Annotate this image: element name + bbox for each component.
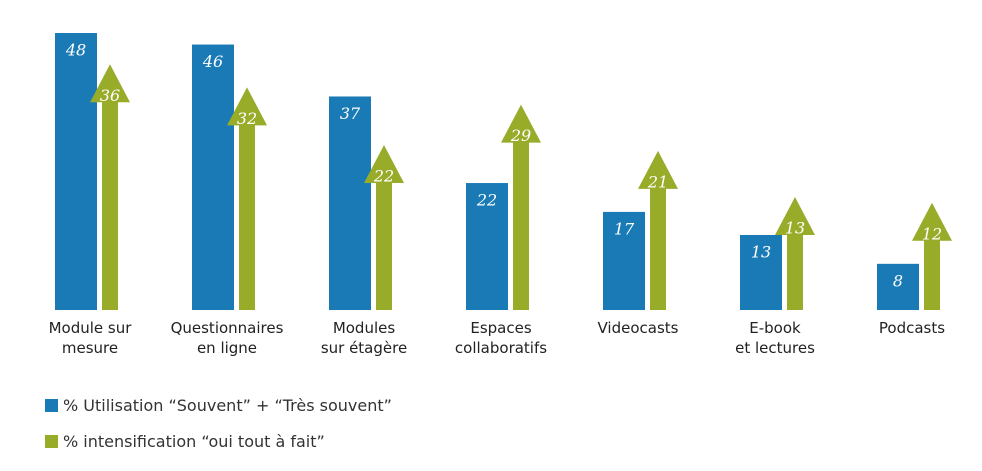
x-tick-label: Videocasts	[597, 319, 679, 337]
x-tick-label: Espaces collaboratifs	[454, 319, 548, 357]
value-label: 46	[202, 52, 223, 71]
value-label: 29	[510, 126, 531, 145]
arrow	[638, 150, 678, 310]
x-tick-label: E-book et lectures	[735, 319, 815, 357]
value-label: 36	[100, 86, 120, 105]
bar	[603, 211, 645, 310]
arrow	[501, 104, 541, 310]
arrow	[90, 64, 130, 310]
x-tick-label: Module sur mesure	[48, 319, 132, 357]
legend-swatch	[45, 399, 58, 412]
value-label: 13	[751, 242, 771, 261]
arrow	[775, 196, 815, 310]
x-tick-label: Podcasts	[878, 319, 946, 337]
bar	[466, 183, 508, 310]
bar	[877, 263, 919, 310]
value-label: 12	[922, 224, 942, 243]
bar	[55, 33, 97, 310]
x-tick-label: Questionnaires en ligne	[170, 319, 284, 357]
value-label: 22	[373, 167, 394, 186]
legend-label: % Utilisation “Souvent” + “Très souvent”	[63, 396, 392, 415]
arrow	[364, 145, 404, 310]
bar	[192, 44, 234, 311]
value-label: 37	[340, 104, 361, 123]
legend-swatch	[45, 435, 58, 448]
value-label: 21	[647, 172, 668, 191]
value-label: 17	[614, 219, 635, 238]
value-label: 22	[476, 191, 497, 210]
value-label: 32	[237, 109, 257, 128]
arrow	[912, 202, 952, 310]
value-label: 8	[893, 271, 903, 290]
x-tick-label: Modules sur étagère	[320, 319, 408, 357]
bar	[740, 234, 782, 310]
value-label: 48	[65, 41, 86, 60]
legend-entry: % intensification “oui tout à fait”	[45, 432, 325, 451]
value-label: 13	[785, 218, 805, 237]
arrow	[227, 87, 267, 310]
legend-label: % intensification “oui tout à fait”	[63, 432, 325, 451]
bar	[329, 96, 371, 311]
legend-entry: % Utilisation “Souvent” + “Très souvent”	[45, 396, 392, 415]
